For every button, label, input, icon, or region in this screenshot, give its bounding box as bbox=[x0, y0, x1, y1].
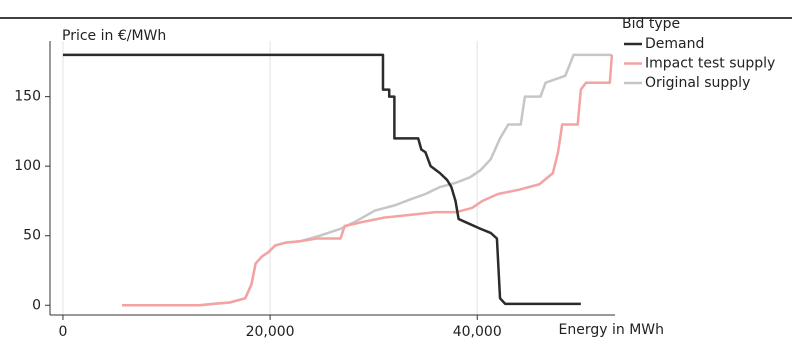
x-tick-label: 40,000 bbox=[453, 324, 502, 340]
series-line bbox=[121, 54, 614, 307]
legend-title: Bid type bbox=[622, 16, 680, 32]
y-tick-label: 50 bbox=[23, 228, 41, 244]
series-line bbox=[121, 53, 612, 307]
series-line bbox=[62, 53, 581, 306]
legend-label: Demand bbox=[645, 36, 704, 52]
y-tick-label: 100 bbox=[14, 158, 41, 174]
y-tick-label: 150 bbox=[14, 89, 41, 105]
y-axis-label: Price in €/MWh bbox=[62, 28, 166, 44]
y-tick-label: 0 bbox=[32, 297, 41, 313]
legend-label: Impact test supply bbox=[645, 56, 775, 72]
x-tick-label: 0 bbox=[58, 324, 67, 340]
x-tick-label: 20,000 bbox=[246, 324, 295, 340]
x-axis-label: Energy in MWh bbox=[559, 322, 664, 338]
legend-label: Original supply bbox=[645, 75, 750, 91]
